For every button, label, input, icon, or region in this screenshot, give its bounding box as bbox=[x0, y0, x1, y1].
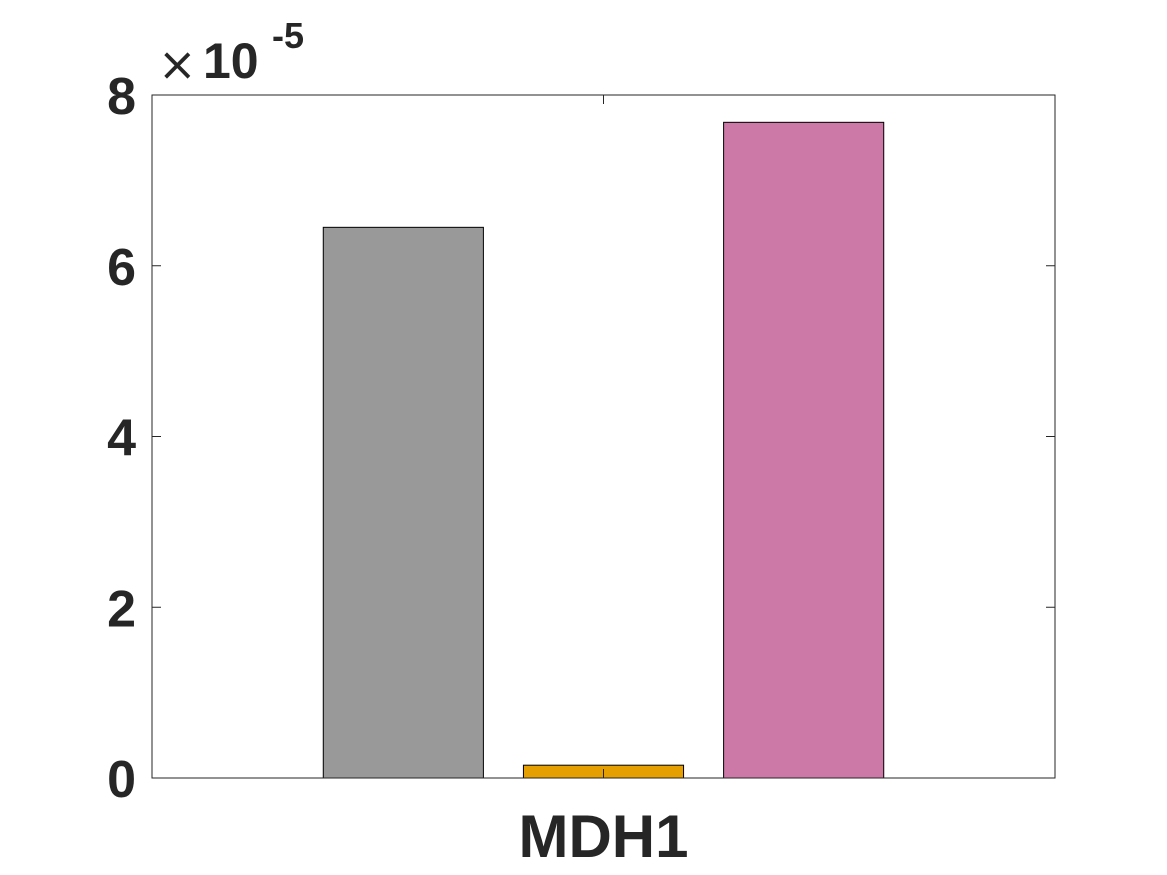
y-tick-label: 0 bbox=[107, 751, 136, 809]
bar-mdh1-series-3 bbox=[723, 121, 885, 779]
y-exponent-base: 10 bbox=[203, 33, 259, 89]
y-tick-label: 2 bbox=[107, 580, 136, 638]
x-tick-label: MDH1 bbox=[518, 803, 688, 870]
bar-mdh1-series-1 bbox=[322, 226, 484, 779]
y-exponent-power: -5 bbox=[272, 15, 304, 56]
bars-group bbox=[322, 121, 885, 779]
y-exponent-times: × bbox=[158, 37, 197, 91]
axes-frame bbox=[151, 94, 1056, 779]
y-tick-label: 4 bbox=[107, 410, 136, 468]
y-tick-label: 8 bbox=[107, 68, 136, 126]
y-exponent-label: × 10 -5 bbox=[158, 15, 304, 91]
y-tick-label: 6 bbox=[107, 239, 136, 297]
y-tick-labels: 0 2 4 6 8 bbox=[107, 68, 136, 809]
x-tick-labels: MDH1 bbox=[518, 803, 688, 870]
